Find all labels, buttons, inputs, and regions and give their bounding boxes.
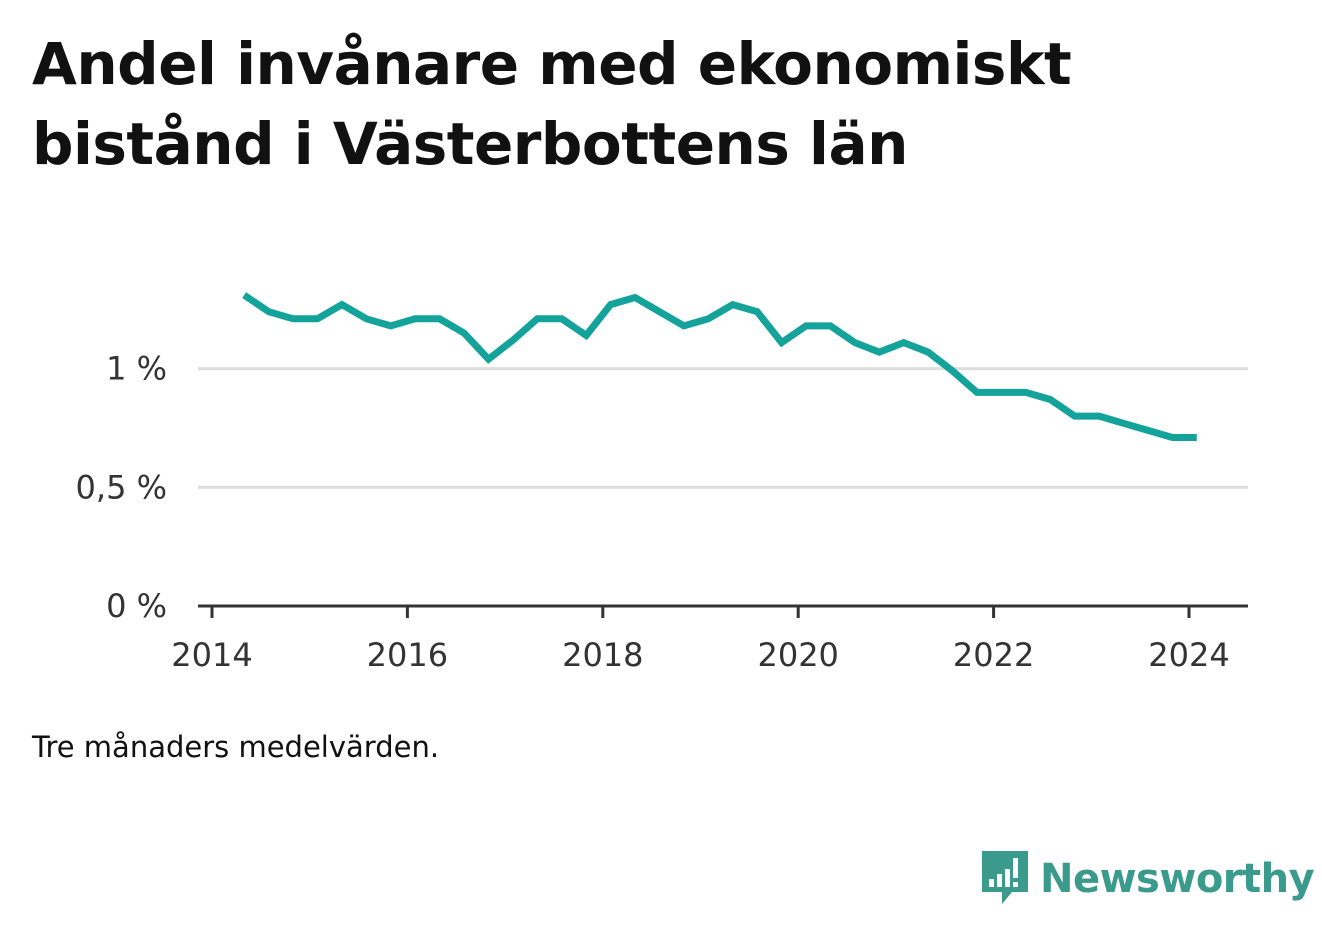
y-tick-label: 0,5 % <box>76 468 167 506</box>
chart-note: Tre månaders medelvärden. <box>32 730 440 764</box>
y-tick-label: 1 % <box>106 350 167 388</box>
brand-name: Newsworthy <box>1040 856 1315 902</box>
x-tick-label: 2024 <box>1148 636 1229 674</box>
grid-lines <box>198 367 1248 489</box>
x-tick-label: 2022 <box>953 636 1034 674</box>
chart-title: Andel invånare med ekonomiskt bistånd i … <box>32 30 1072 178</box>
y-tick-label: 0 % <box>106 587 167 625</box>
line-chart: 0 % 0,5 % 1 % 2014 2016 2018 2020 2022 2024 <box>76 292 1248 674</box>
y-axis-ticks: 0 % 0,5 % 1 % <box>76 350 167 625</box>
series-layer <box>242 292 1197 441</box>
series-line <box>242 292 1197 441</box>
x-tick-label: 2014 <box>171 636 252 674</box>
x-tick-label: 2016 <box>367 636 448 674</box>
brand-logo: Newsworthy <box>980 848 1315 910</box>
newsworthy-logo-icon <box>982 851 1028 904</box>
x-tick-label: 2018 <box>562 636 643 674</box>
x-tick-label: 2020 <box>757 636 838 674</box>
x-axis: 2014 2016 2018 2020 2022 2024 <box>171 604 1248 674</box>
